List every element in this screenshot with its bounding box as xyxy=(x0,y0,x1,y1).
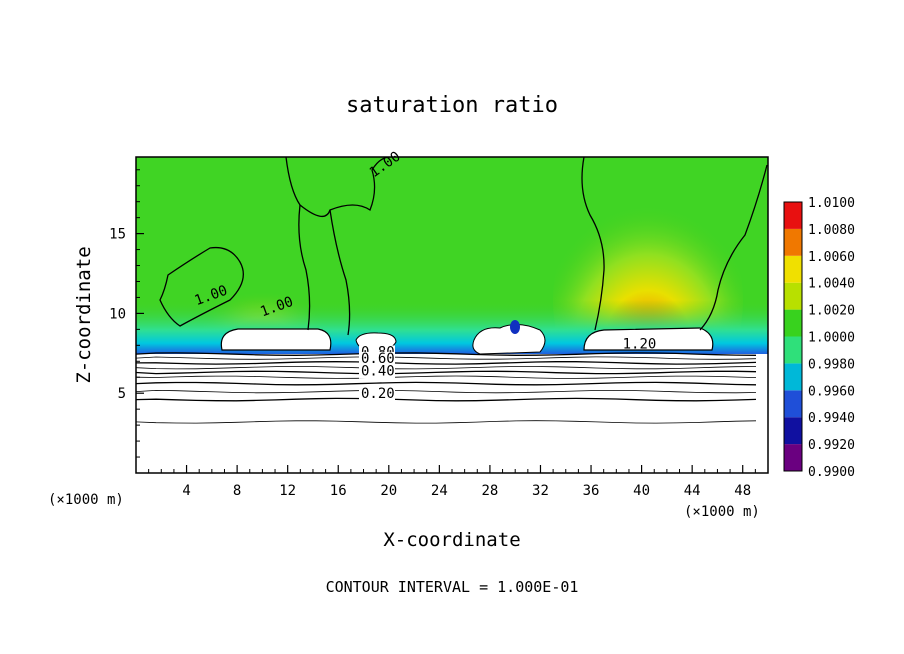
x-unit-label-left: (×1000 m) xyxy=(48,492,124,508)
colorbar-frame xyxy=(783,201,803,472)
x-axis-label: X-coordinate xyxy=(383,529,520,551)
contour-line xyxy=(136,370,757,375)
contour-line xyxy=(136,420,757,424)
x-tick-label: 8 xyxy=(233,483,241,499)
y-tick-label: 10 xyxy=(109,306,126,322)
x-tick-label: 36 xyxy=(583,483,600,499)
contour-interval-note: CONTOUR INTERVAL = 1.000E-01 xyxy=(326,578,579,596)
colorbar-label: 1.0080 xyxy=(808,223,855,238)
colorbar-label: 1.0060 xyxy=(808,250,855,265)
cloud-region-3 xyxy=(472,324,546,355)
colorbar-swatch xyxy=(784,282,802,310)
contour-label: 1.20 xyxy=(623,337,657,353)
colorbar-swatch xyxy=(784,390,802,418)
x-tick-label: 20 xyxy=(380,483,397,499)
sub-saturated-region xyxy=(136,354,768,473)
colorbar: 0.9900 0.9920 0.9940 0.9960 0.9980 1.0000 1.00… xyxy=(783,196,855,480)
colorbar-label: 0.9920 xyxy=(808,438,855,453)
contour-label: 0.60 xyxy=(361,351,395,367)
contour-line xyxy=(136,366,757,370)
x-tick-label: 16 xyxy=(330,483,347,499)
x-tick-label: 28 xyxy=(481,483,498,499)
colorbar-swatch xyxy=(784,363,802,391)
colorbar-label: 1.0100 xyxy=(808,196,855,211)
contour-1-00-a xyxy=(285,157,391,217)
contour-label-bg xyxy=(358,351,395,366)
colorbar-swatch xyxy=(784,255,802,283)
plot-area xyxy=(136,157,768,473)
x-unit-label-right: (×1000 m) xyxy=(684,504,760,520)
cloud-region-4 xyxy=(583,327,714,351)
contour-1-00-b xyxy=(298,204,351,336)
colorbar-label: 1.0000 xyxy=(808,331,855,346)
x-tick-label: 32 xyxy=(532,483,549,499)
contour-label-bg xyxy=(358,386,395,401)
contour-line xyxy=(136,397,757,402)
y-axis-label: Z-coordinate xyxy=(73,246,95,383)
colorbar-label: 1.0020 xyxy=(808,304,855,319)
x-tick-label: 4 xyxy=(182,483,190,499)
chart-title: saturation ratio xyxy=(346,93,558,118)
contour-band xyxy=(136,352,757,424)
contour-line xyxy=(136,381,757,386)
contour-1-00-e xyxy=(699,164,768,331)
contour-line xyxy=(136,352,757,356)
contour-line xyxy=(136,389,757,394)
colorbar-label: 0.9940 xyxy=(808,411,855,426)
contour-line xyxy=(136,361,757,365)
x-tick-label: 40 xyxy=(633,483,650,499)
x-tick-label: 24 xyxy=(431,483,448,499)
y-axis-ticks: 5 10 15 xyxy=(109,169,144,458)
colorbar-swatch xyxy=(784,202,802,229)
contour-label-bg xyxy=(358,364,395,379)
contour-1-00-c xyxy=(159,246,244,327)
blue-spot xyxy=(510,320,520,334)
colorbar-swatch xyxy=(784,444,802,471)
colorbar-swatch xyxy=(784,228,802,256)
colorbar-swatch xyxy=(784,336,802,364)
colorbar-swatch xyxy=(784,417,802,445)
contour-line xyxy=(136,356,757,360)
x-tick-label: 44 xyxy=(684,483,701,499)
x-axis-ticks: 4 8 12 16 20 24 28 32 36 40 44 48 xyxy=(148,465,756,499)
contour-label: 0.40 xyxy=(361,364,395,380)
colorbar-label: 1.0040 xyxy=(808,277,855,292)
y-tick-label: 15 xyxy=(109,227,126,243)
colorbar-swatch xyxy=(784,309,802,337)
colorbar-label: 0.9960 xyxy=(808,384,855,399)
contour-label: 0.20 xyxy=(361,386,395,402)
x-tick-label: 12 xyxy=(279,483,296,499)
x-tick-label: 48 xyxy=(734,483,751,499)
cloud-region-1 xyxy=(220,328,332,351)
contour-1-00-d xyxy=(581,157,605,331)
contour-line xyxy=(136,375,757,379)
colorbar-label: 0.9900 xyxy=(808,465,855,480)
colorbar-label: 0.9980 xyxy=(808,357,855,372)
y-tick-label: 5 xyxy=(118,386,126,402)
